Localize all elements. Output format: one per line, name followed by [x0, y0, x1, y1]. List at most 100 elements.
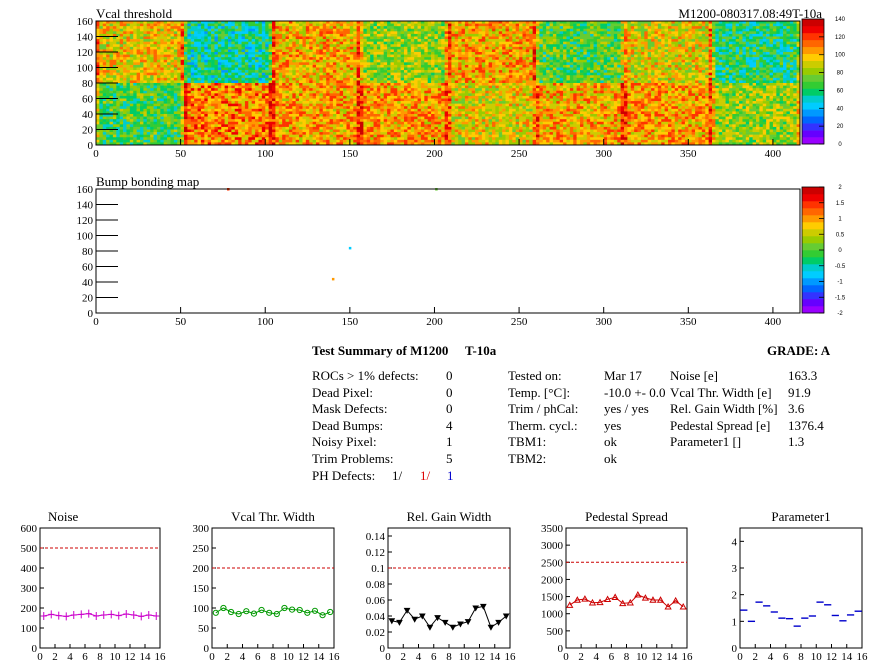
vcal-cell [181, 80, 185, 83]
vcal-cell [756, 39, 760, 42]
vcal-cell [319, 34, 323, 37]
vcal-cell [722, 78, 726, 81]
vcal-cell [336, 75, 340, 78]
vcal-cell [286, 26, 290, 29]
vcal-cell [360, 73, 364, 76]
vcal-cell [712, 60, 716, 63]
vcal-cell [228, 49, 232, 52]
vcal-cell [333, 29, 337, 32]
vcal-cell [462, 37, 466, 40]
vcal-cell [123, 47, 127, 50]
vcal-cell [749, 55, 753, 58]
vcal-cell [160, 78, 164, 81]
vcal-cell [299, 42, 303, 45]
vcal-cell [529, 60, 533, 63]
vcal-cell [790, 52, 794, 55]
vcal-cell [759, 37, 763, 40]
vcal-cell [519, 62, 523, 65]
vcal-cell [695, 52, 699, 55]
vcal-cell [225, 80, 229, 83]
vcal-cell [265, 65, 269, 68]
vcal-cell [604, 60, 608, 63]
vcal-cell [316, 80, 320, 83]
vcal-cell [404, 49, 408, 52]
vcal-cell [282, 75, 286, 78]
vcal-cell [160, 49, 164, 52]
vcal-cell [597, 52, 601, 55]
vcal-cell [255, 42, 259, 45]
vcal-cell [766, 42, 770, 45]
vcal-cell [401, 78, 405, 81]
vcal-cell [374, 55, 378, 58]
vcal-cell [414, 49, 418, 52]
vcal-cell [319, 24, 323, 27]
vcal-cell [194, 62, 198, 65]
vcal-cell [773, 55, 777, 58]
vcal-cell [692, 80, 696, 83]
vcal-cell [729, 31, 733, 34]
vcal-cell [773, 26, 777, 29]
vcal-cell [746, 37, 750, 40]
vcal-cell [583, 49, 587, 52]
vcal-cell [539, 34, 543, 37]
vcal-cell [286, 42, 290, 45]
vcal-cell [404, 42, 408, 45]
vcal-cell [360, 57, 364, 60]
vcal-cell [553, 73, 557, 76]
vcal-cell [445, 75, 449, 78]
vcal-cell [516, 39, 520, 42]
vcal-cell [607, 26, 611, 29]
vcal-cell [712, 80, 716, 83]
vcal-cell [709, 52, 713, 55]
vcal-cell [786, 57, 790, 60]
vcal-cell [235, 73, 239, 76]
vcal-cell [742, 31, 746, 34]
vcal-cell [499, 68, 503, 71]
vcal-cell [279, 80, 283, 83]
vcal-cell [475, 57, 479, 60]
vcal-cell [299, 49, 303, 52]
vcal-cell [218, 34, 222, 37]
vcal-cell [468, 24, 472, 27]
vcal-cell [468, 68, 472, 71]
vcal-cell [478, 26, 482, 29]
vcal-cell [353, 78, 357, 81]
vcal-cell [374, 80, 378, 83]
vcal-cell [309, 57, 313, 60]
vcal-cell [614, 34, 618, 37]
vcal-cell [302, 52, 306, 55]
vcal-cell [594, 80, 598, 83]
vcal-cell [326, 55, 330, 58]
vcal-cell [211, 60, 215, 63]
vcal-cell [583, 57, 587, 60]
vcal-cell [763, 80, 767, 83]
vcal-cell [583, 24, 587, 27]
vcal-cell [397, 57, 401, 60]
vcal-cell [482, 44, 486, 47]
vcal-cell [495, 49, 499, 52]
vcal-cell [644, 37, 648, 40]
vcal-cell [187, 29, 191, 32]
vcal-cell [245, 65, 249, 68]
vcal-cell [313, 42, 317, 45]
vcal-cell [242, 62, 246, 65]
vcal-cell [458, 57, 462, 60]
vcal-cell [631, 29, 635, 32]
vcal-cell [96, 47, 100, 50]
vcal-cell [688, 62, 692, 65]
vcal-cell [651, 29, 655, 32]
vcal-cell [563, 68, 567, 71]
vcal-cell [323, 68, 327, 71]
vcal-cell [489, 55, 493, 58]
vcal-cell [140, 26, 144, 29]
vcal-cell [126, 62, 130, 65]
vcal-cell [499, 24, 503, 27]
vcal-cell [414, 73, 418, 76]
vcal-cell [211, 80, 215, 83]
vcal-cell [482, 70, 486, 73]
vcal-cell [695, 26, 699, 29]
vcal-cell [238, 24, 242, 27]
vcal-cell [732, 52, 736, 55]
vcal-cell [448, 55, 452, 58]
vcal-cell [492, 26, 496, 29]
